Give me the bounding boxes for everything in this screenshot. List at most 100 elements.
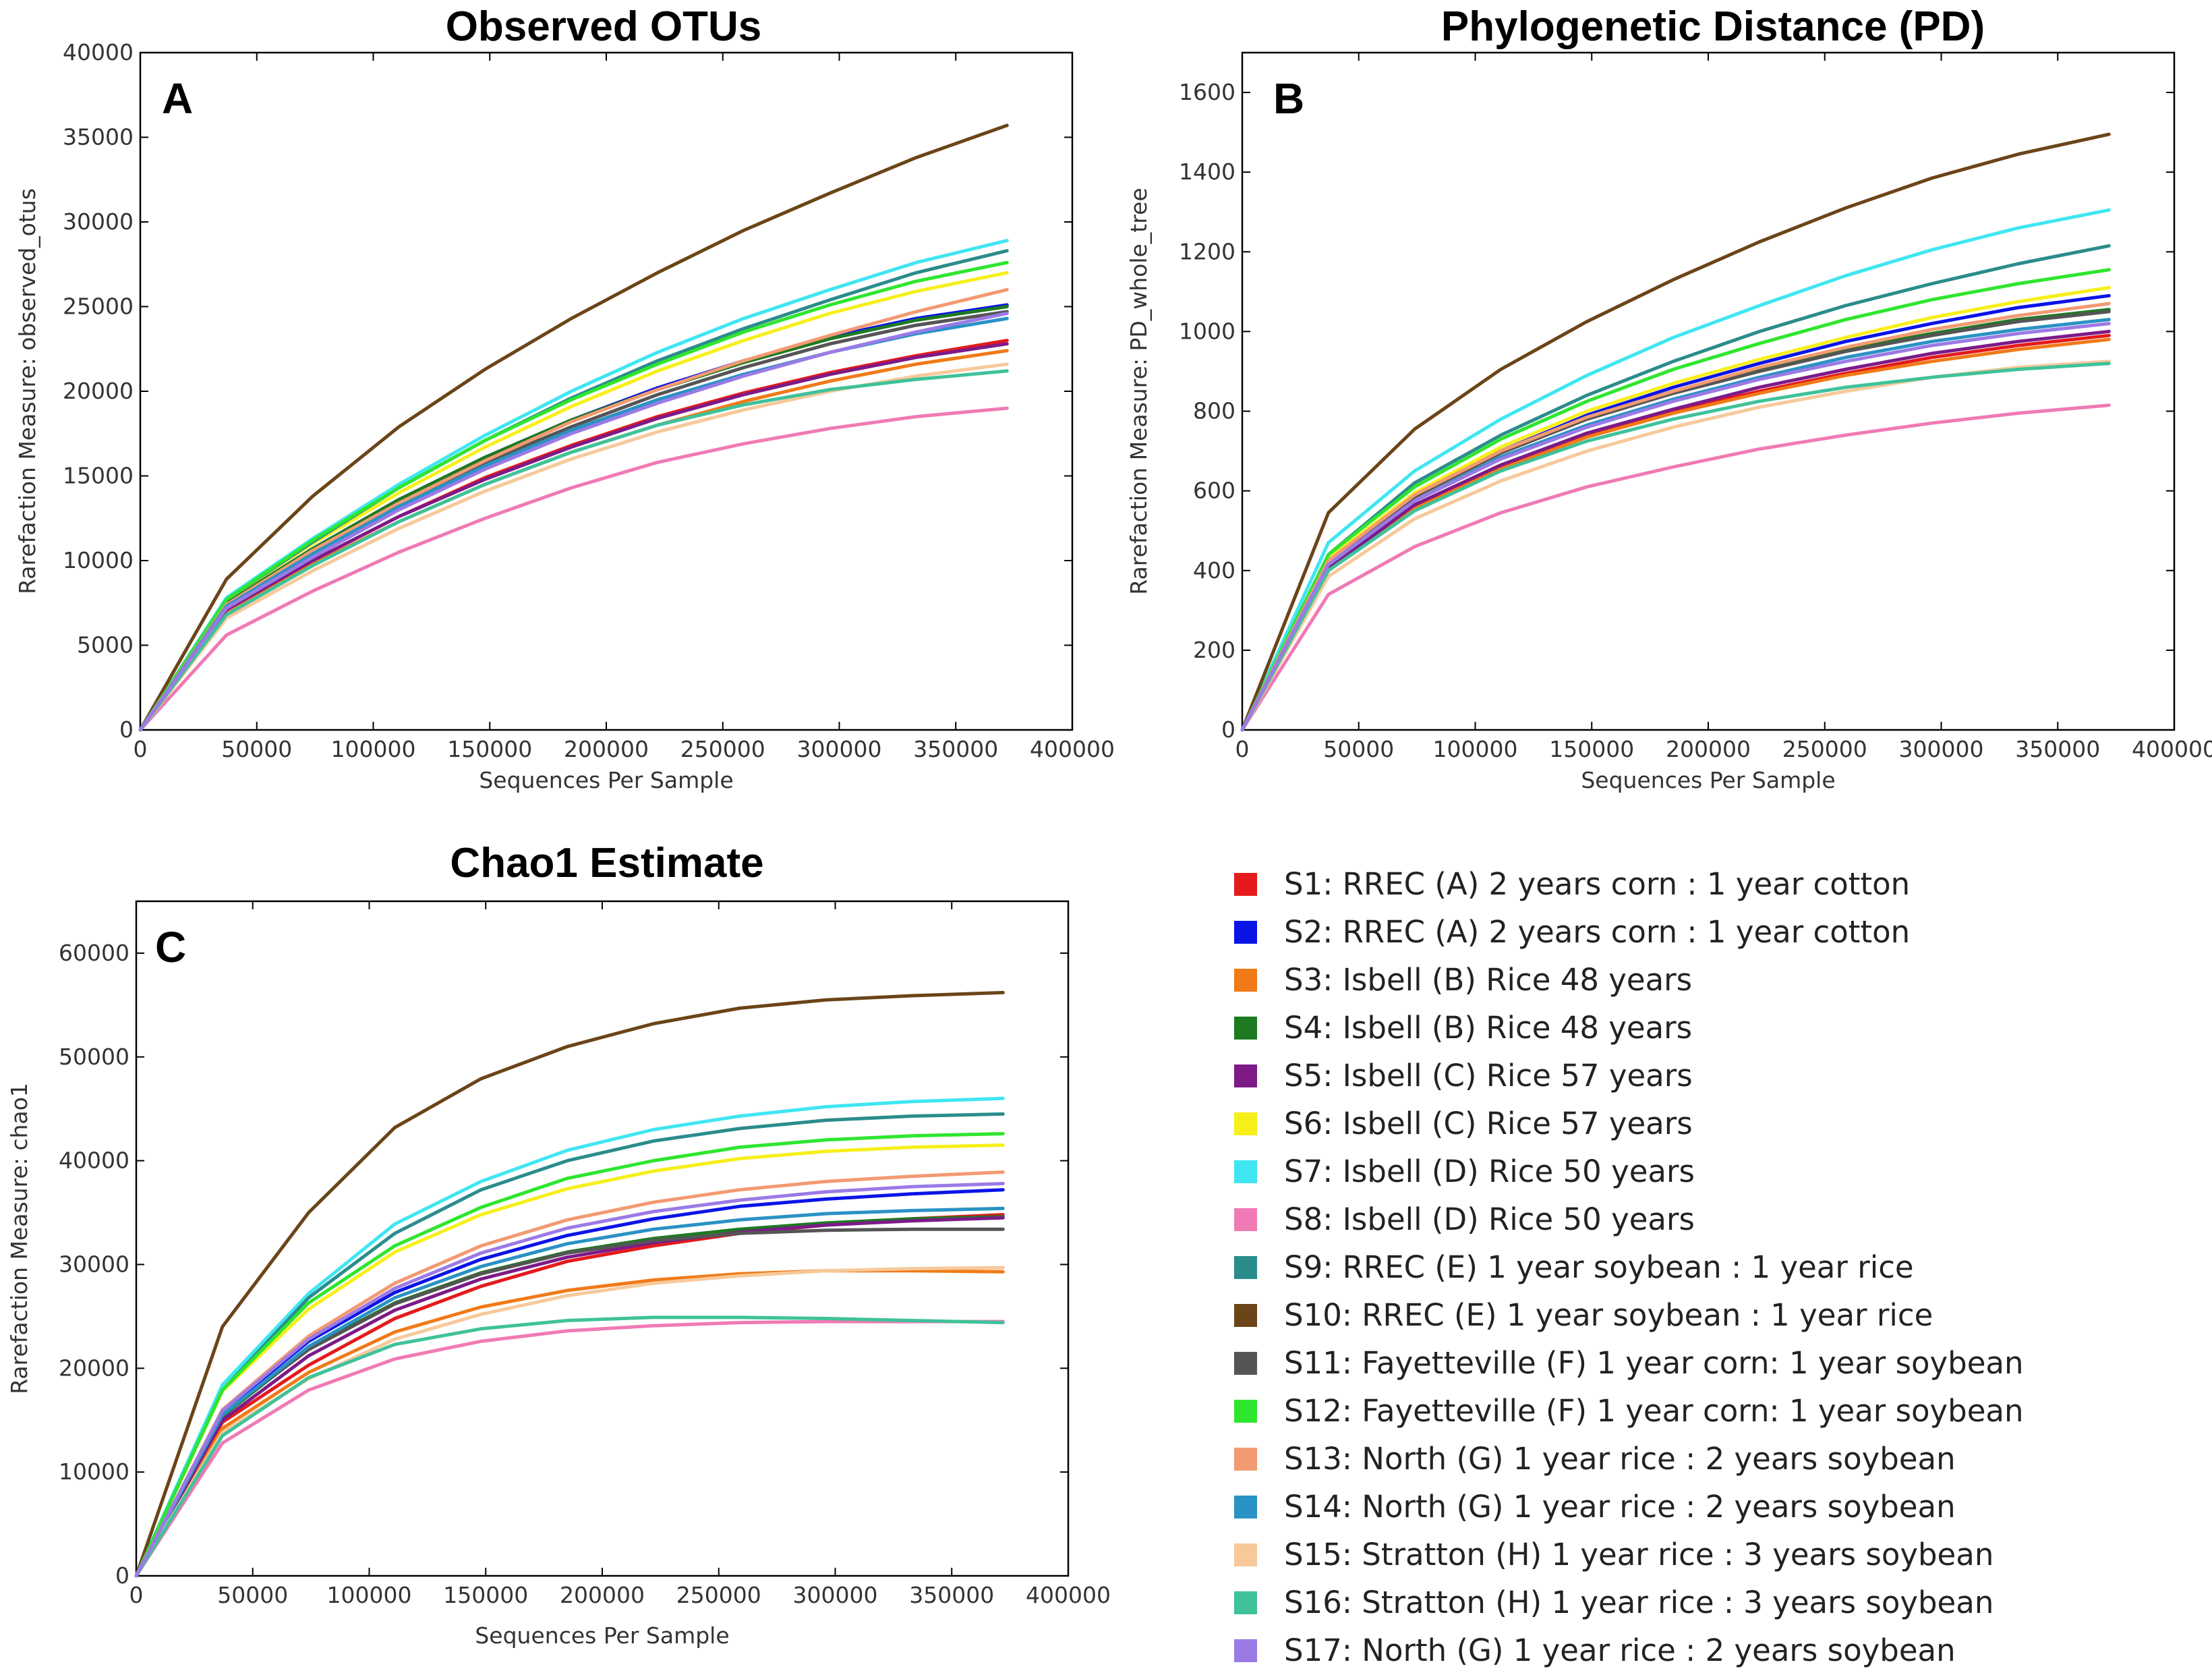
series-line-s11: [134, 1227, 1005, 1578]
series-line-s12: [134, 1132, 1005, 1578]
x-tick-label: 400000: [1030, 736, 1115, 762]
series-line-s17: [138, 312, 1009, 732]
chart-observed-otus: Observed OTUs A 0 5000 10000 15000 20000 2500…: [14, 3, 1115, 793]
series-line-s5: [134, 1216, 1005, 1578]
y-axis-label: Rarefaction Measure: PD_whole_tree: [1126, 188, 1152, 594]
legend-label: S5: Isbell (C) Rice 57 years: [1284, 1058, 1693, 1094]
legend-label: S8: Isbell (D) Rice 50 years: [1284, 1201, 1695, 1237]
legend-label: S3: Isbell (B) Rice 48 years: [1284, 962, 1693, 998]
legend-label: S4: Isbell (B) Rice 48 years: [1284, 1010, 1693, 1046]
series-line-s16: [138, 369, 1009, 732]
series-line-s13: [134, 1170, 1005, 1578]
legend-item: S3: Isbell (B) Rice 48 years: [1234, 956, 2205, 1004]
legend-swatch: [1234, 1447, 1257, 1471]
legend-item: S11: Fayetteville (F) 1 year corn: 1 yea…: [1234, 1339, 2205, 1387]
y-tick-label: 0: [115, 1562, 129, 1589]
y-tick-label: 1400: [1179, 159, 1235, 185]
x-tick-label: 150000: [447, 736, 532, 762]
y-tick-label: 20000: [63, 378, 134, 404]
legend-item: S15: Stratton (H) 1 year rice : 3 years …: [1234, 1531, 2205, 1579]
x-tick-label: 100000: [1433, 736, 1518, 762]
x-tick-label: 200000: [1666, 736, 1751, 762]
legend-swatch: [1234, 1399, 1257, 1423]
series-line-s10: [1240, 132, 2111, 732]
legend-swatch: [1234, 968, 1257, 992]
legend-swatch: [1234, 1112, 1257, 1135]
series-line-s8: [134, 1319, 1005, 1578]
y-tick-label: 600: [1193, 478, 1235, 504]
legend-item: S1: RREC (A) 2 years corn : 1 year cotto…: [1234, 860, 2205, 908]
x-tick-label: 50000: [1323, 736, 1394, 762]
y-tick-label: 1000: [1179, 318, 1235, 344]
chart-title: Chao1 Estimate: [450, 840, 763, 886]
x-tick-label: 150000: [443, 1582, 528, 1608]
legend-label: S12: Fayetteville (F) 1 year corn: 1 yea…: [1284, 1393, 2024, 1429]
x-axis-label: Sequences Per Sample: [1581, 767, 1835, 793]
x-axis-label: Sequences Per Sample: [475, 1622, 729, 1649]
legend-swatch: [1234, 1255, 1257, 1279]
series-line-s9: [134, 1112, 1005, 1578]
series-line-s13: [1240, 302, 2111, 732]
x-tick-label: 300000: [793, 1582, 878, 1608]
legend-label: S2: RREC (A) 2 years corn : 1 year cotto…: [1284, 914, 1911, 950]
x-tick-label: 350000: [913, 736, 998, 762]
series-line-s16: [1240, 362, 2111, 732]
y-tick-label: 0: [119, 716, 134, 743]
series-line-s8: [138, 406, 1009, 732]
legend-item: S2: RREC (A) 2 years corn : 1 year cotto…: [1234, 908, 2205, 956]
legend-swatch: [1234, 1495, 1257, 1518]
series-line-s5: [1240, 329, 2111, 732]
x-tick-label: 200000: [560, 1582, 645, 1608]
x-axis-label: Sequences Per Sample: [479, 767, 733, 793]
x-tick-label: 350000: [909, 1582, 994, 1608]
series-line-s10: [138, 123, 1009, 732]
legend-label: S13: North (G) 1 year rice : 2 years soy…: [1284, 1441, 1956, 1477]
series-line-s14: [138, 316, 1009, 732]
x-tick-label: 0: [129, 1582, 144, 1608]
y-tick-label: 5000: [77, 632, 134, 658]
legend-item: S14: North (G) 1 year rice : 2 years soy…: [1234, 1483, 2205, 1531]
series-line-s12: [1240, 268, 2111, 732]
series-line-s13: [138, 287, 1009, 732]
x-tick-label: 50000: [221, 736, 292, 762]
legend-swatch: [1234, 1303, 1257, 1327]
series-line-s10: [134, 990, 1005, 1578]
y-tick-label: 40000: [59, 1147, 129, 1174]
legend-label: S9: RREC (E) 1 year soybean : 1 year ric…: [1284, 1249, 1914, 1285]
x-tick-label: 250000: [680, 736, 765, 762]
series-line-s2: [138, 303, 1009, 732]
legend-swatch: [1234, 1160, 1257, 1183]
legend: S1: RREC (A) 2 years corn : 1 year cotto…: [1234, 860, 2205, 1674]
legend-label: S14: North (G) 1 year rice : 2 years soy…: [1284, 1489, 1956, 1525]
legend-swatch: [1234, 1064, 1257, 1087]
y-tick-label: 35000: [63, 124, 134, 150]
legend-swatch: [1234, 872, 1257, 896]
y-tick-label: 50000: [59, 1044, 129, 1070]
y-tick-label: 15000: [63, 463, 134, 489]
legend-swatch: [1234, 1591, 1257, 1614]
series-line-s17: [134, 1182, 1005, 1578]
y-tick-label: 1200: [1179, 238, 1235, 264]
series-line-s17: [1240, 322, 2111, 732]
series-line-s11: [138, 310, 1009, 732]
y-tick-label: 1600: [1179, 79, 1235, 105]
x-tick-label: 250000: [1782, 736, 1867, 762]
x-tick-label: 200000: [564, 736, 649, 762]
series-line-s8: [1240, 403, 2111, 732]
legend-label: S1: RREC (A) 2 years corn : 1 year cotto…: [1284, 866, 1911, 902]
x-tick-label: 0: [134, 736, 148, 762]
y-tick-label: 30000: [63, 208, 134, 235]
legend-label: S16: Stratton (H) 1 year rice : 3 years …: [1284, 1585, 1994, 1620]
y-tick-label: 800: [1193, 398, 1235, 424]
legend-item: S4: Isbell (B) Rice 48 years: [1234, 1004, 2205, 1052]
legend-swatch: [1234, 1016, 1257, 1040]
y-tick-label: 10000: [63, 547, 134, 573]
legend-item: S8: Isbell (D) Rice 50 years: [1234, 1195, 2205, 1243]
y-tick-label: 400: [1193, 557, 1235, 584]
x-tick-label: 50000: [217, 1582, 288, 1608]
legend-label: S15: Stratton (H) 1 year rice : 3 years …: [1284, 1537, 1994, 1572]
series-line-s3: [138, 349, 1009, 732]
series-line-s4: [138, 305, 1009, 732]
legend-label: S7: Isbell (D) Rice 50 years: [1284, 1154, 1695, 1189]
legend-swatch: [1234, 1543, 1257, 1566]
